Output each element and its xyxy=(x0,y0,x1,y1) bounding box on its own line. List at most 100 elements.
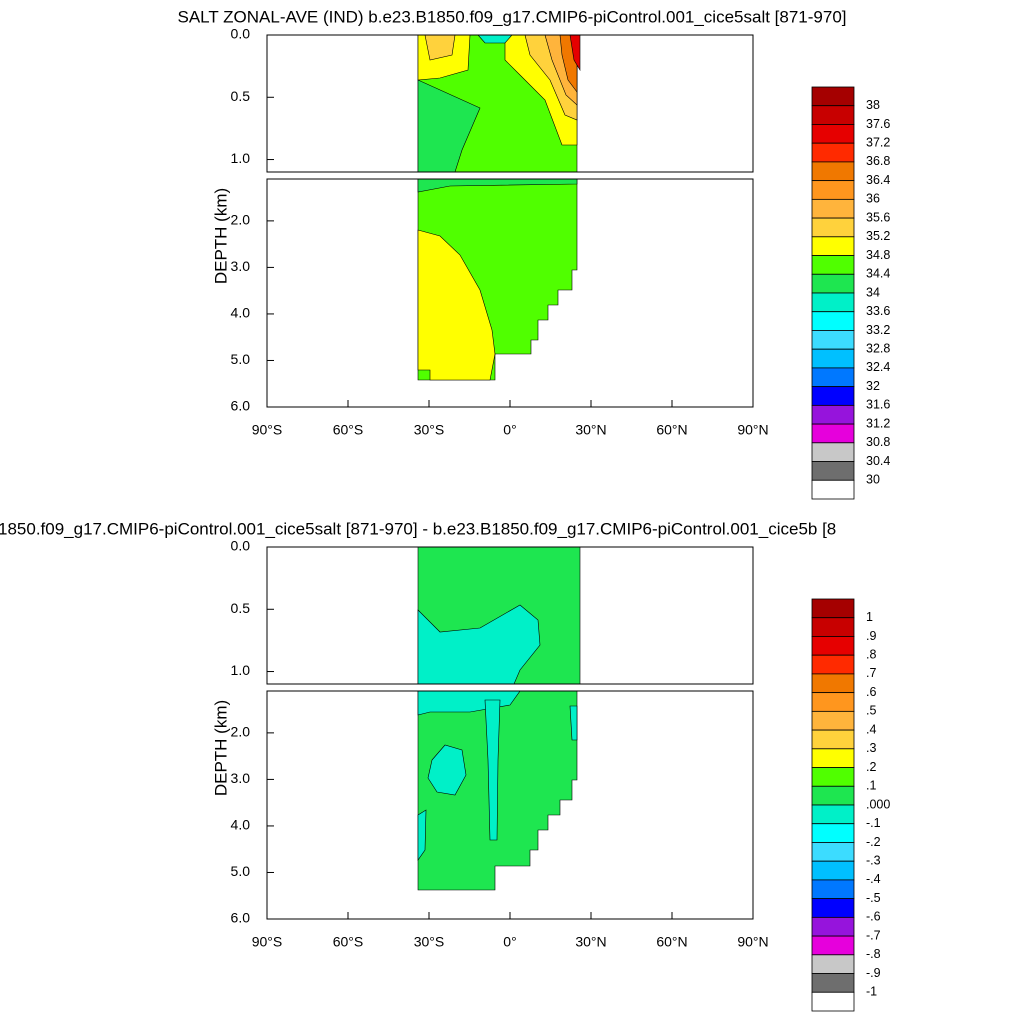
colorbar-box xyxy=(811,935,855,956)
colorbar-label: -.3 xyxy=(866,853,881,867)
x-tick-label: 30°N xyxy=(575,934,606,950)
colorbar-box xyxy=(811,217,855,238)
y-tick-label: 2.0 xyxy=(231,724,251,740)
x-tick-label: 30°S xyxy=(414,422,445,438)
colorbar-box xyxy=(811,311,855,331)
colorbar-label: 31.6 xyxy=(866,398,890,412)
colorbar-label: -.2 xyxy=(866,835,881,849)
x-tick-label: 60°N xyxy=(656,934,687,950)
colorbar-label: 36.8 xyxy=(866,154,890,168)
colorbar-label: 37.2 xyxy=(866,135,890,149)
colorbar-label: 32.8 xyxy=(866,341,890,355)
colorbar-box xyxy=(811,330,855,350)
axis-break xyxy=(266,172,792,179)
colorbar-label: 32 xyxy=(866,379,880,393)
x-tick-label: 0° xyxy=(503,934,516,950)
colorbar-label: -.7 xyxy=(866,928,881,942)
colorbar-label: -.8 xyxy=(866,947,881,961)
x-tick-label: 60°S xyxy=(333,422,364,438)
x-tick-label: 30°S xyxy=(414,934,445,950)
colorbar-box xyxy=(811,823,855,843)
contour-region xyxy=(417,229,496,381)
colorbar-label: .5 xyxy=(866,704,876,718)
colorbar-label: .000 xyxy=(866,797,890,811)
y-axis-label: DEPTH (km) xyxy=(211,188,230,284)
colorbar-label: .8 xyxy=(866,647,876,661)
contour-field xyxy=(417,546,581,891)
y-tick-label: 4.0 xyxy=(231,817,251,833)
colorbar-label: 36 xyxy=(866,192,880,206)
chart-title: 1850.f09_g17.CMIP6-piControl.001_cice5sa… xyxy=(0,519,836,538)
colorbar-label: 30 xyxy=(866,473,880,487)
contour-region xyxy=(427,744,467,796)
colorbar-label: 34.8 xyxy=(866,248,890,262)
x-tick-label: 90°N xyxy=(737,934,768,950)
colorbar-label: -.4 xyxy=(866,872,881,886)
colorbar-label: 34.4 xyxy=(866,267,890,281)
colorbar-box xyxy=(811,673,855,694)
plot-frame xyxy=(266,34,754,173)
colorbar-box xyxy=(811,748,855,768)
colorbar-box xyxy=(811,423,855,444)
y-tick-label: 2.0 xyxy=(231,212,251,228)
y-tick-label: 0.0 xyxy=(231,538,251,554)
colorbar-box xyxy=(811,124,855,144)
colorbar-box xyxy=(811,273,855,294)
chart-title: SALT ZONAL-AVE (IND) b.e23.B1850.f09_g17… xyxy=(177,7,846,26)
colorbar-label: .7 xyxy=(866,666,876,680)
contour-region xyxy=(569,705,578,741)
y-tick-label: 3.0 xyxy=(231,258,251,274)
x-tick-label: 90°S xyxy=(252,422,283,438)
colorbar-label: 30.4 xyxy=(866,454,890,468)
colorbar-label: 37.6 xyxy=(866,117,890,131)
colorbar-label: 31.2 xyxy=(866,416,890,430)
colorbar-box xyxy=(811,198,855,219)
colorbar-label: .2 xyxy=(866,760,876,774)
colorbar-box xyxy=(811,367,855,388)
colorbar-label: -.1 xyxy=(866,816,881,830)
colorbar-box xyxy=(811,710,855,731)
y-tick-label: 1.0 xyxy=(231,662,251,678)
x-tick-label: 90°N xyxy=(737,422,768,438)
colorbar-box xyxy=(811,598,855,619)
colorbar-label: -.5 xyxy=(866,891,881,905)
colorbar-box xyxy=(811,954,855,974)
colorbar-label: 35.6 xyxy=(866,210,890,224)
colorbar-label: .3 xyxy=(866,741,876,755)
colorbar-box xyxy=(811,479,855,500)
colorbar-label: 34 xyxy=(866,285,880,299)
colorbar-box xyxy=(811,636,855,656)
colorbar-box xyxy=(811,916,855,937)
colorbar-label: 35.2 xyxy=(866,229,890,243)
colorbar-box xyxy=(811,860,855,881)
colorbar-label: 33.2 xyxy=(866,323,890,337)
y-tick-label: 1.0 xyxy=(231,150,251,166)
colorbar-box xyxy=(811,729,855,750)
colorbar-box xyxy=(811,442,855,462)
colorbar-box xyxy=(811,292,855,313)
y-tick-label: 0.5 xyxy=(231,600,251,616)
y-tick-label: 3.0 xyxy=(231,770,251,786)
colorbar-box xyxy=(811,973,855,993)
colorbar-box xyxy=(811,842,855,862)
colorbar-box xyxy=(811,879,855,900)
contour-field xyxy=(417,34,581,381)
colorbar-label: .6 xyxy=(866,685,876,699)
colorbar-box xyxy=(811,461,855,481)
axis-break xyxy=(266,684,792,691)
colorbar-box xyxy=(811,86,855,107)
plot-frame xyxy=(266,546,754,685)
colorbar-box xyxy=(811,767,855,787)
colorbar-label: -.9 xyxy=(866,966,881,980)
colorbar-box xyxy=(811,180,855,200)
y-tick-label: 5.0 xyxy=(231,351,251,367)
colorbar-box xyxy=(811,255,855,275)
colorbar-box xyxy=(811,991,855,1012)
y-axis-label: DEPTH (km) xyxy=(211,700,230,796)
colorbar-label: -.6 xyxy=(866,910,881,924)
y-tick-label: 6.0 xyxy=(231,910,251,926)
colorbar-box xyxy=(811,692,855,712)
x-tick-label: 60°S xyxy=(333,934,364,950)
